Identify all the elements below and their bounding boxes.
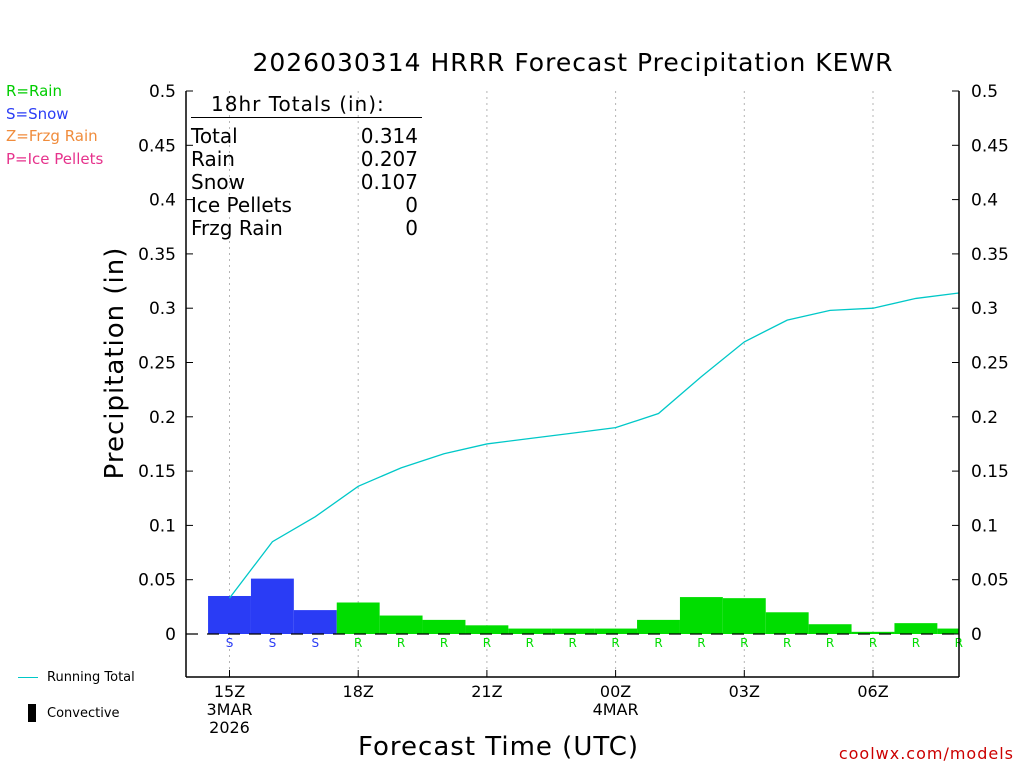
y-tick-label-left: 0.25 <box>138 354 176 374</box>
y-tick-label-right: 0.2 <box>971 408 998 428</box>
y-tick-label-right: 0.4 <box>971 191 998 211</box>
precip-type-label: R <box>912 636 920 650</box>
precip-bar <box>422 619 466 634</box>
precip-type-label: R <box>440 636 448 650</box>
y-tick-label-left: 0.2 <box>149 408 176 428</box>
chart-title: 2026030314 HRRR Forecast Precipitation K… <box>252 48 894 77</box>
totals-label-rain: Rain <box>191 147 235 171</box>
x-tick-label: 06Z <box>857 682 888 701</box>
running-total-swatch <box>18 677 38 678</box>
precip-bar <box>336 602 380 634</box>
footer-credit: coolwx.com/models <box>838 744 1014 763</box>
convective-swatch <box>28 704 36 722</box>
totals-heading: 18hr Totals (in): <box>211 92 385 116</box>
running-total-line <box>228 292 959 599</box>
x-tick-label: 15Z <box>214 682 245 701</box>
y-tick-label-left: 0.35 <box>138 245 176 265</box>
precip-bar <box>765 612 809 634</box>
y-tick-label-right: 0.25 <box>971 354 1009 374</box>
precip-type-label: R <box>697 636 705 650</box>
legend-rain: R=Rain <box>6 82 62 100</box>
precip-bar <box>894 623 938 634</box>
precip-type-label: R <box>354 636 362 650</box>
y-tick-label-right: 0.5 <box>971 82 998 102</box>
precip-type-label: R <box>483 636 491 650</box>
precip-type-label: R <box>826 636 834 650</box>
precip-bar <box>679 597 723 634</box>
precip-bar <box>465 625 509 634</box>
totals-label-total: Total <box>191 124 238 148</box>
precip-type-label: R <box>783 636 791 650</box>
y-tick-label-right: 0 <box>971 625 982 645</box>
convective-label: Convective <box>47 706 120 721</box>
precip-bar <box>293 610 337 634</box>
x-tick-label: 03Z <box>729 682 760 701</box>
precip-bar <box>379 615 423 634</box>
totals-value-snow: 0.107 <box>360 170 418 194</box>
precip-bar <box>508 628 552 634</box>
y-tick-label-left: 0.5 <box>149 82 176 102</box>
y-axis-label: Precipitation (in) <box>100 247 130 480</box>
totals-label-snow: Snow <box>191 170 245 194</box>
precip-bar <box>208 595 251 634</box>
totals-value-total: 0.314 <box>360 124 418 148</box>
x-tick-label: 2026 <box>209 718 250 737</box>
y-tick-label-right: 0.35 <box>971 245 1009 265</box>
totals-label-ice-pellets: Ice Pellets <box>191 193 292 217</box>
precip-type-label: R <box>654 636 662 650</box>
precip-type-label: R <box>611 636 619 650</box>
totals-label-freezing-rain: Frzg Rain <box>191 216 283 240</box>
precip-type-label: R <box>869 636 877 650</box>
totals-value-ice-pellets: 0 <box>405 193 418 217</box>
precip-type-label: R <box>740 636 748 650</box>
y-tick-label-right: 0.15 <box>971 462 1009 482</box>
legend-ice-pellets: P=Ice Pellets <box>6 150 104 168</box>
totals-value-rain: 0.207 <box>360 147 418 171</box>
precip-type-label: R <box>569 636 577 650</box>
x-tick-label: 18Z <box>343 682 374 701</box>
y-tick-label-left: 0.45 <box>138 136 176 156</box>
precip-type-label: S <box>311 636 319 650</box>
y-tick-label-left: 0.4 <box>149 191 176 211</box>
y-tick-label-left: 0.15 <box>138 462 176 482</box>
totals-divider <box>191 117 422 118</box>
x-tick-label: 21Z <box>471 682 502 701</box>
totals-value-freezing-rain: 0 <box>405 216 418 240</box>
precip-bar <box>851 631 895 634</box>
y-tick-label-right: 0.45 <box>971 136 1009 156</box>
y-tick-label-left: 0.05 <box>138 571 176 591</box>
x-tick-label: 4MAR <box>593 700 639 719</box>
x-tick-label: 00Z <box>600 682 631 701</box>
running-total-label: Running Total <box>47 670 135 685</box>
precip-bar <box>722 598 766 634</box>
precip-type-label: R <box>526 636 534 650</box>
precip-type-label: S <box>226 636 234 650</box>
precip-bar <box>937 628 959 634</box>
precip-bar <box>551 628 595 634</box>
legend-freezing-rain: Z=Frzg Rain <box>6 127 98 145</box>
x-axis-label: Forecast Time (UTC) <box>358 732 640 762</box>
precip-type-label: S <box>269 636 277 650</box>
y-tick-label-left: 0 <box>165 625 176 645</box>
y-tick-label-right: 0.3 <box>971 299 998 319</box>
precip-bar <box>250 578 294 634</box>
precip-type-label: R <box>397 636 405 650</box>
y-tick-label-left: 0.1 <box>149 516 176 536</box>
y-tick-label-left: 0.3 <box>149 299 176 319</box>
precip-bar <box>637 619 680 634</box>
y-tick-label-right: 0.1 <box>971 516 998 536</box>
x-tick-label: 3MAR <box>206 700 252 719</box>
legend-snow: S=Snow <box>6 105 69 123</box>
precip-bar <box>808 624 852 634</box>
precip-bar <box>594 628 638 634</box>
y-tick-label-right: 0.05 <box>971 571 1009 591</box>
